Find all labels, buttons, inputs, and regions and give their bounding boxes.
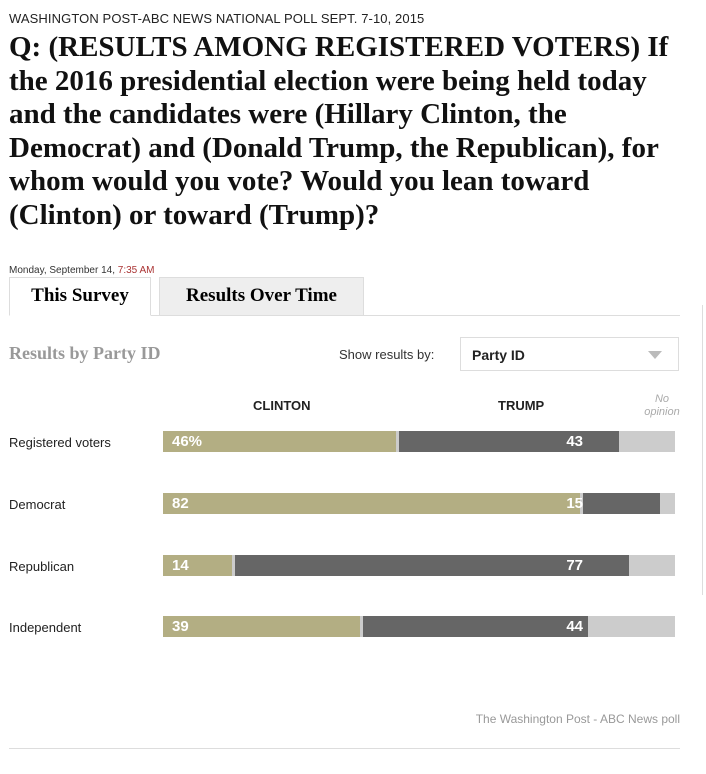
dateline: Monday, September 14, 7:35 AM <box>9 265 154 276</box>
date: Monday, September 14, <box>9 265 115 276</box>
bar-clinton <box>163 555 232 576</box>
row-label: Registered voters <box>9 435 111 450</box>
label-trump: 77 <box>566 557 583 574</box>
divider <box>702 305 703 595</box>
source-credit: The Washington Post - ABC News poll <box>475 712 680 726</box>
legend-no-opinion: No opinion <box>644 393 680 418</box>
bar-trump <box>363 616 588 637</box>
bar-clinton <box>163 616 360 637</box>
bar-no-opinion: 39 44 <box>163 616 675 637</box>
section-title: Results by Party ID <box>9 343 161 363</box>
label-clinton: 82 <box>172 495 189 512</box>
bar-trump <box>583 493 660 514</box>
show-results-label: Show results by: <box>339 347 435 362</box>
results-by-select[interactable]: Party ID <box>460 337 679 371</box>
row-label: Republican <box>9 559 75 574</box>
divider <box>9 748 680 749</box>
label-clinton: 39 <box>172 618 189 635</box>
tab-this-survey[interactable]: This Survey <box>9 277 151 316</box>
bar-trump <box>399 431 619 452</box>
poll-question: Q: (RESULTS AMONG REGISTERED VOTERS) If … <box>9 31 669 231</box>
legend-clinton: CLINTON <box>253 398 311 413</box>
label-trump: 15 <box>566 495 583 512</box>
bar-no-opinion: 82 15 <box>163 493 675 514</box>
time: 7:35 AM <box>117 265 155 276</box>
bar-trump <box>235 555 629 576</box>
bar-clinton <box>163 431 396 452</box>
tab-bar: This Survey Results Over Time <box>9 277 680 316</box>
select-value: Party ID <box>472 347 525 363</box>
bar-no-opinion: 14 77 <box>163 555 675 576</box>
row-label: Democrat <box>9 497 66 512</box>
label-trump: 44 <box>566 618 583 635</box>
bar-no-opinion: 46% 43 <box>163 431 675 452</box>
legend-trump: TRUMP <box>498 398 545 413</box>
label-trump: 43 <box>566 433 583 450</box>
label-clinton: 14 <box>172 557 189 574</box>
label-clinton: 46% <box>172 433 203 450</box>
bar-clinton <box>163 493 580 514</box>
tab-results-over-time[interactable]: Results Over Time <box>159 277 364 315</box>
chevron-down-icon <box>648 351 662 359</box>
row-label: Independent <box>9 620 82 635</box>
poll-kicker: WASHINGTON POST-ABC NEWS NATIONAL POLL S… <box>9 11 425 26</box>
